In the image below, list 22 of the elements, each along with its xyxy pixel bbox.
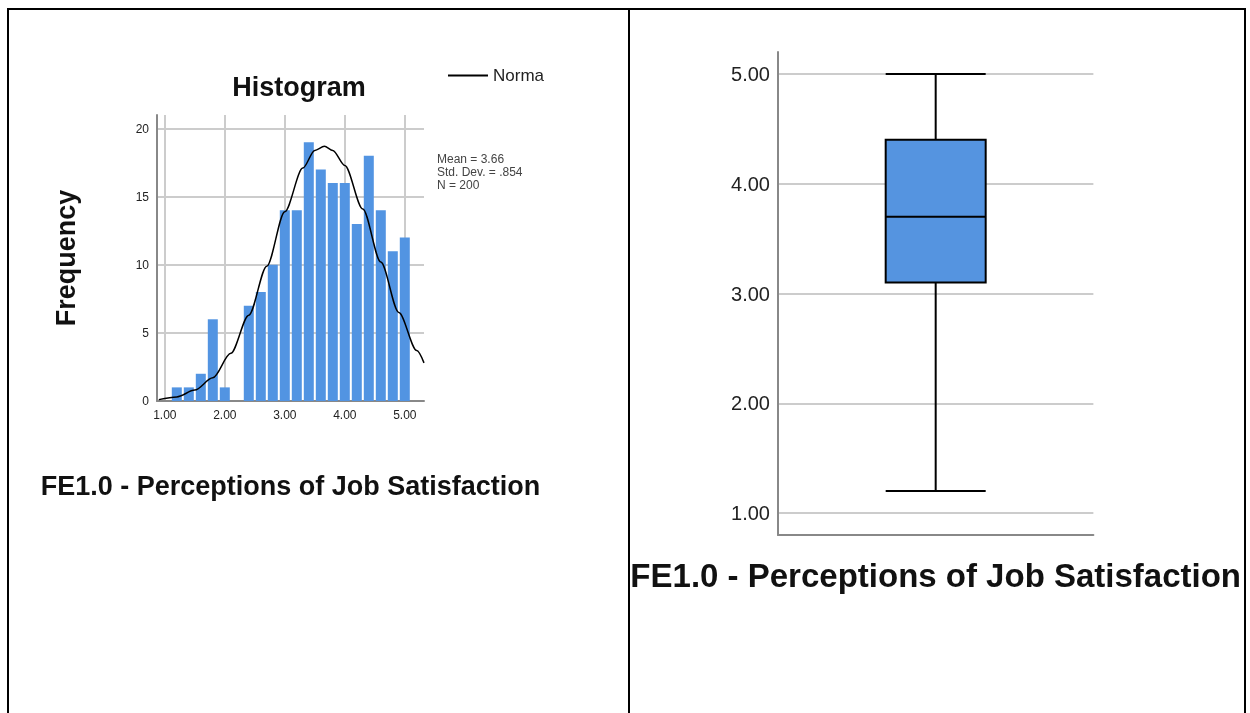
y-tick-label: 5.00 [731,62,770,85]
x-tick-label: 4.00 [333,408,357,422]
text: Std. Dev. = .854 [437,164,523,179]
x-axis-title: FE1.0 - Perceptions of Job Satisfaction [40,471,541,501]
y-tick-label: 1.00 [731,502,770,525]
y-axis-title: Frequency [50,189,81,327]
x-tick-label: 1.00 [153,408,177,422]
legend-label: Norma [492,66,545,85]
y-tick-label: 10 [135,257,150,272]
y-tick-label: 15 [135,189,150,204]
x-axis-title: FE1.0 - Perceptions of Job Satisfaction [630,557,1242,594]
y-tick-label: 5 [142,325,150,340]
y-tick-label: 0 [142,394,150,408]
text: N = 200 [437,177,480,192]
y-tick-label: 4.00 [731,172,770,195]
chart-title: Histogram [232,71,366,102]
text: Mean = 3.66 [437,151,505,166]
y-tick-label: 20 [135,121,150,136]
y-tick-label: 3.00 [731,282,770,305]
x-tick-label: 2.00 [213,408,237,422]
x-tick-label: 3.00 [273,408,297,422]
x-tick-label: 5.00 [393,408,417,422]
